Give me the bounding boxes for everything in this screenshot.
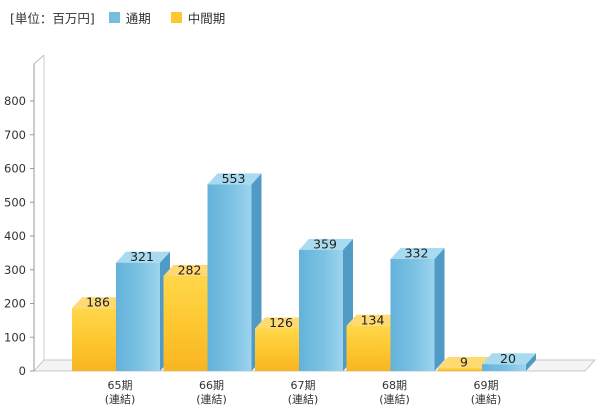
bar-annual [207,184,252,371]
legend-swatch-interim [170,11,182,23]
bar-interim-value-label: 9 [460,354,468,369]
y-tick-label: 200 [4,297,26,311]
bar-annual-value-label: 332 [405,245,429,260]
unit-label: [単位：百万円] [10,10,95,26]
legend-item-annual: 通期 [108,8,151,27]
bar-interim [72,308,116,371]
bar-interim-value-label: 186 [86,295,110,310]
bar-annual-value-label: 553 [222,171,246,186]
bar-interim-value-label: 126 [269,315,293,330]
x-tick-label: 68期 [382,379,407,392]
legend-swatch-annual [108,11,120,23]
bar-interim-top [438,356,492,368]
bar-annual-value-label: 321 [130,249,154,264]
chart-legend: [単位：百万円] 通期 中間期 [10,6,245,28]
y-tick-label: 700 [4,128,26,142]
bar-annual [116,262,160,371]
bar-annual [390,258,435,371]
bar-annual [482,364,526,371]
x-tick-label: 66期 [199,379,224,392]
bar-interim-top [72,297,126,309]
bar-interim [438,367,482,371]
x-tick-sublabel: (連結) [196,392,227,406]
bar-interim [255,328,299,371]
y-tick-label: 400 [4,229,26,243]
bar-annual-top [207,173,262,185]
x-tick-label: 65期 [108,379,133,392]
x-tick-label: 67期 [291,379,316,392]
bar-interim [163,275,208,371]
bar-annual-value-label: 359 [313,236,337,251]
bar-annual-side [251,173,262,371]
x-tick-sublabel: (連結) [105,392,136,406]
bar-annual-side [434,247,445,371]
bar-interim-top [255,317,309,329]
y-tick-label: 100 [4,330,26,344]
legend-item-interim: 中間期 [170,8,226,27]
y-tick-label: 600 [4,162,26,176]
x-tick-sublabel: (連結) [379,392,410,406]
bar-interim-top [163,264,218,276]
bar-annual-top [390,247,445,259]
bar-annual-top [299,238,353,250]
bar-interim-top [346,314,401,326]
bar-interim-value-label: 134 [361,312,385,327]
bar-interim [346,325,391,371]
bar-annual [299,249,343,371]
bar-annual-value-label: 20 [500,351,516,366]
bar-annual-top [116,251,170,263]
bar-annual-side [526,353,536,371]
x-tick-sublabel: (連結) [471,392,502,406]
bar-interim-value-label: 282 [178,262,202,277]
y-tick-label: 800 [4,94,26,108]
y-tick-label: 500 [4,195,26,209]
legend-label-interim: 中間期 [187,10,226,26]
bar-annual-top [482,353,536,365]
y-axis-top-line [33,54,45,65]
y-tick-label: 0 [19,364,26,378]
x-tick-sublabel: (連結) [288,392,319,406]
legend-label-annual: 通期 [125,10,151,26]
y-tick-label: 300 [4,263,26,277]
x-tick-label: 69期 [474,379,499,392]
